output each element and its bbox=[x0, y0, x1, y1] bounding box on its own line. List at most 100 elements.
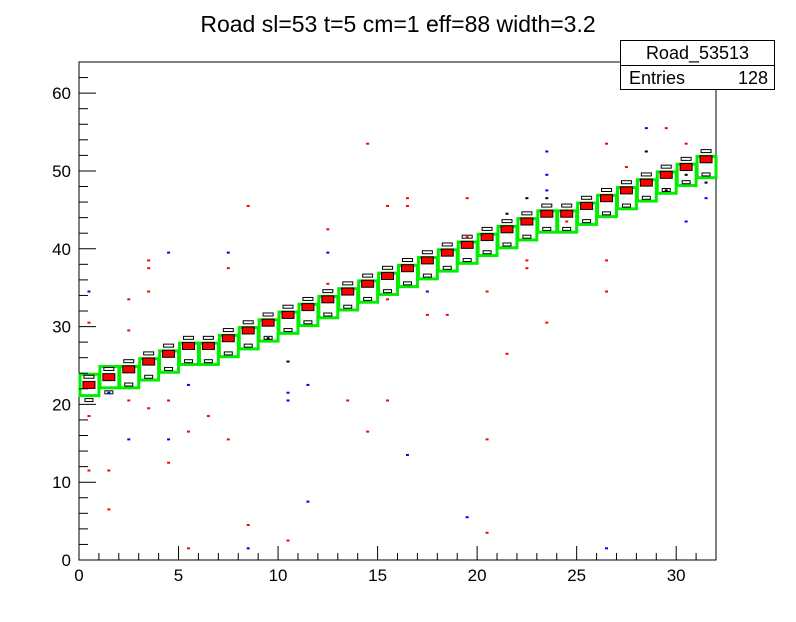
scatter-hit-black bbox=[684, 173, 688, 176]
hit-cell-outline bbox=[461, 234, 473, 239]
hit-cell-outline bbox=[223, 351, 233, 356]
hit-cell-outline bbox=[303, 320, 313, 325]
scatter-hit-red bbox=[624, 166, 628, 169]
scatter-hit-red bbox=[107, 469, 111, 472]
hit-cell-red bbox=[142, 357, 156, 366]
hit-cell-red bbox=[560, 209, 574, 218]
scatter-hit-blue bbox=[286, 399, 290, 402]
scatter-hit-blue bbox=[465, 516, 469, 519]
scatter-hit-red bbox=[147, 290, 151, 293]
scatter-hit-red bbox=[525, 259, 529, 262]
y-tick-label: 10 bbox=[52, 473, 71, 492]
stats-box: Road_53513 Entries 128 bbox=[620, 40, 775, 90]
scatter-hit-blue bbox=[425, 290, 429, 293]
hit-cell-outline bbox=[243, 343, 253, 348]
hit-cell-outline bbox=[322, 289, 334, 294]
hit-cell-outline bbox=[482, 250, 492, 255]
hit-cell-outline bbox=[164, 366, 174, 371]
scatter-hit-red bbox=[664, 127, 668, 130]
x-tick-label: 10 bbox=[269, 566, 288, 585]
hit-cell-red bbox=[341, 287, 355, 296]
hit-cell-red bbox=[400, 264, 414, 273]
scatter-hit-red bbox=[246, 523, 250, 526]
hit-cell-outline bbox=[182, 335, 194, 340]
scatter-hit-black bbox=[505, 212, 509, 215]
y-tick-label: 0 bbox=[62, 551, 71, 570]
scatter-hit-red bbox=[127, 399, 131, 402]
hit-cell-red bbox=[699, 155, 713, 164]
hit-cell-outline bbox=[542, 226, 552, 231]
scatter-hit-red bbox=[605, 259, 609, 262]
hit-cell-outline bbox=[660, 164, 672, 169]
plot-frame bbox=[78, 61, 717, 561]
hit-cell-outline bbox=[282, 304, 294, 309]
hit-cell-outline bbox=[302, 296, 314, 301]
scatter-hit-blue bbox=[644, 127, 648, 130]
x-tick-label: 15 bbox=[368, 566, 387, 585]
hit-cell-red bbox=[181, 342, 195, 351]
scatter-hit-red bbox=[386, 298, 390, 301]
scatter-hit-red bbox=[167, 461, 171, 464]
hit-cell-outline bbox=[222, 328, 234, 333]
scatter-hit-red bbox=[366, 142, 370, 145]
scatter-hit-blue bbox=[167, 251, 171, 254]
scatter-hit-red bbox=[147, 407, 151, 410]
scatter-hit-red bbox=[87, 469, 91, 472]
scatter-hit-red bbox=[167, 399, 171, 402]
y-tick-label: 50 bbox=[52, 162, 71, 181]
hit-cell-outline bbox=[661, 188, 671, 192]
hit-cell-red bbox=[162, 349, 176, 358]
scatter-hit-blue bbox=[306, 383, 310, 386]
hit-cell-outline bbox=[581, 195, 593, 200]
hit-cell-outline bbox=[342, 281, 354, 286]
scatter-hit-red bbox=[226, 267, 230, 270]
scatter-hit-black bbox=[525, 197, 529, 200]
scatter-hit-red bbox=[87, 321, 91, 324]
scatter-hit-blue bbox=[226, 251, 230, 254]
scatter-hit-blue bbox=[246, 547, 250, 550]
scatter-hit-black bbox=[266, 337, 270, 340]
scatter-hit-blue bbox=[326, 251, 330, 254]
hit-cell-red bbox=[600, 194, 614, 203]
hit-cell-outline bbox=[541, 203, 553, 208]
hit-cell-outline bbox=[84, 398, 94, 403]
scatter-hit-red bbox=[206, 415, 210, 418]
hit-cell-outline bbox=[681, 180, 691, 185]
hit-cell-outline bbox=[363, 296, 373, 301]
scatter-hit-red bbox=[684, 142, 688, 145]
scatter-hit-black bbox=[664, 189, 668, 192]
scatter-hit-red bbox=[485, 438, 489, 441]
hit-cell-red bbox=[639, 178, 653, 187]
hit-cell-outline bbox=[442, 265, 452, 270]
hit-cell-outline bbox=[421, 250, 433, 255]
hit-cell-outline bbox=[124, 382, 134, 387]
scatter-hit-red bbox=[565, 220, 569, 223]
hit-cell-outline bbox=[562, 226, 572, 231]
entries-row: Entries 128 bbox=[621, 66, 774, 91]
chart-title: Road sl=53 t=5 cm=1 eff=88 width=3.2 bbox=[200, 11, 595, 37]
hit-cell-red bbox=[281, 310, 295, 319]
scatter-hit-blue bbox=[286, 391, 290, 394]
histogram-name: Road_53513 bbox=[621, 41, 774, 66]
scatter-hit-red bbox=[386, 204, 390, 207]
hit-cell-outline bbox=[163, 343, 175, 348]
hit-cell-outline bbox=[323, 312, 333, 317]
x-tick-label: 20 bbox=[468, 566, 487, 585]
hit-cell-red bbox=[619, 186, 633, 195]
scatter-hit-red bbox=[386, 399, 390, 402]
hit-cell-outline bbox=[362, 273, 374, 278]
hit-cell-outline bbox=[262, 312, 274, 317]
scatter-hit-red bbox=[286, 539, 290, 542]
scatter-hit-red bbox=[525, 267, 529, 270]
scatter-hit-red bbox=[425, 313, 429, 316]
hit-cell-outline bbox=[502, 242, 512, 247]
entries-value: 128 bbox=[737, 68, 768, 88]
scatter-hit-red bbox=[465, 197, 469, 200]
scatter-hit-blue bbox=[605, 547, 609, 550]
scatter-hit-red bbox=[485, 290, 489, 293]
hit-cell-outline bbox=[242, 320, 254, 325]
scatter-hit-blue bbox=[186, 383, 190, 386]
hit-cell-outline bbox=[602, 211, 612, 216]
scatter-hit-red bbox=[366, 430, 370, 433]
